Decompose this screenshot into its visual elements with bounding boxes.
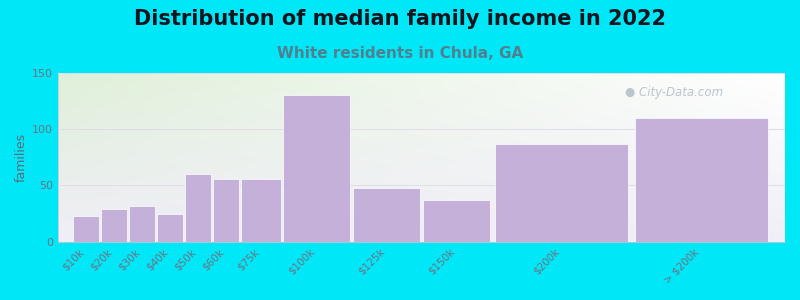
Text: White residents in Chula, GA: White residents in Chula, GA (277, 46, 523, 62)
Bar (73, 216, 99, 242)
Bar (157, 214, 183, 242)
Bar (283, 95, 350, 242)
Bar (354, 188, 420, 242)
Bar (129, 206, 155, 242)
Bar (185, 174, 211, 242)
Bar (423, 200, 490, 242)
Text: Distribution of median family income in 2022: Distribution of median family income in … (134, 9, 666, 29)
Bar (495, 144, 628, 242)
Text: ● City-Data.com: ● City-Data.com (625, 86, 723, 100)
Bar (101, 209, 127, 242)
Bar (634, 118, 767, 242)
Bar (241, 179, 281, 242)
Y-axis label: families: families (15, 133, 28, 182)
Bar (213, 179, 239, 242)
